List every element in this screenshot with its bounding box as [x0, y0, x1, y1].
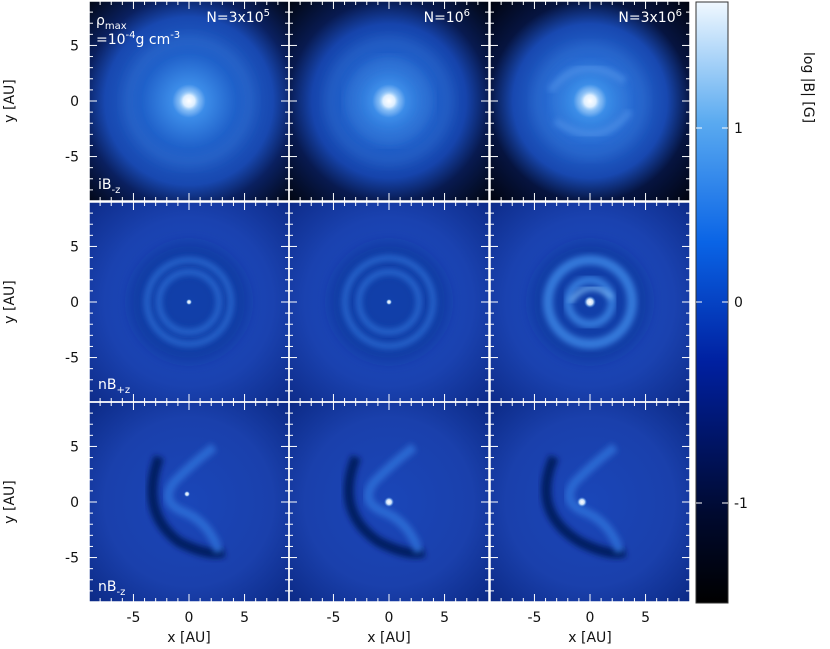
ring-structure — [564, 276, 616, 328]
bright-core — [386, 299, 392, 305]
y-tick-label: -5 — [65, 351, 79, 367]
dark-arm — [541, 455, 627, 559]
x-axis-title: x [AU] — [167, 630, 210, 646]
y-tick-label: -5 — [65, 150, 79, 166]
resolution-label-col1: N=3x105 — [206, 8, 270, 26]
x-tick-label: 5 — [641, 610, 650, 626]
bright-core — [184, 491, 190, 497]
panel-nbz-col1 — [89, 402, 289, 602]
bright-core — [377, 89, 401, 113]
x-tick-label: 0 — [385, 610, 394, 626]
ring-structure — [144, 257, 234, 347]
panel-nbz-col1 — [89, 202, 289, 402]
x-tick-label: -5 — [326, 610, 340, 626]
panel-nbz-col2 — [289, 202, 489, 402]
bright-arm — [163, 443, 224, 554]
bright-core — [177, 89, 201, 113]
x-tick-label: 5 — [240, 610, 249, 626]
y-tick-label: 0 — [70, 295, 79, 311]
y-tick-label: 5 — [70, 239, 79, 255]
y-axis-title: y [AU] — [2, 480, 18, 523]
ring-structure — [327, 39, 451, 163]
y-tick-label: 0 — [70, 495, 79, 511]
spiral-arm — [547, 64, 627, 94]
x-tick-label: 5 — [440, 610, 449, 626]
colorbar-tick-label-minus1: -1 — [734, 496, 748, 512]
ring-structure — [356, 269, 422, 335]
bright-core — [578, 89, 602, 113]
bright-core — [577, 497, 587, 507]
spiral-arm — [553, 108, 633, 138]
x-axis-title: x [AU] — [568, 630, 611, 646]
resolution-label-col3: N=3x106 — [618, 8, 682, 26]
ring-structure — [125, 37, 253, 165]
y-axis-title: y [AU] — [2, 79, 18, 122]
resolution-label-col2: N=106 — [424, 8, 470, 26]
axis-labels: 5 0 -5 y [AU] 5 0 -5 y [AU] 5 0 -5 y [AU] -5 0 5 x [AU]… — [2, 38, 650, 646]
rho-max-label: ρmax — [96, 13, 127, 32]
colorbar: 1 0 -1 log |B| [G] — [695, 1, 816, 604]
x-tick-label: 0 — [586, 610, 595, 626]
panel-ibz-col1 — [89, 1, 289, 201]
panel-background — [89, 402, 289, 602]
colorbar-tick-label-1: 1 — [734, 121, 743, 137]
x-axis-title: x [AU] — [367, 630, 410, 646]
y-tick-label: 5 — [70, 38, 79, 54]
x-tick-label: 0 — [185, 610, 194, 626]
bright-arm — [363, 443, 424, 554]
y-tick-label: 5 — [70, 439, 79, 455]
spiral-arm — [568, 286, 614, 304]
row-label-ib-minus-z: iB-z — [98, 177, 120, 196]
colorbar-title: log |B| [G] — [800, 52, 816, 123]
axis-ticks — [89, 1, 690, 602]
dark-arm — [343, 455, 426, 559]
bright-core — [584, 296, 596, 308]
ring-structure — [345, 57, 433, 145]
row-label-nb-minus-z: nB-z — [98, 579, 125, 598]
ring-structure — [342, 255, 436, 349]
ring-structure — [543, 255, 637, 349]
colorbar-tick-label-0: 0 — [734, 295, 743, 311]
panel-nbz-col2 — [289, 402, 489, 602]
image-panels — [89, 1, 690, 602]
panel-ibz-col2 — [289, 1, 489, 201]
y-tick-label: 0 — [70, 94, 79, 110]
bright-core — [186, 299, 192, 305]
ring-structure — [156, 269, 222, 335]
panel-nbz-col3 — [490, 202, 690, 402]
y-axis-title: y [AU] — [2, 280, 18, 323]
y-tick-label: -5 — [65, 551, 79, 567]
ring-structure — [534, 45, 646, 157]
panel-nbz-col3 — [490, 402, 690, 602]
rho-max-value: =10-4g cm-3 — [96, 30, 180, 48]
dark-arm — [147, 455, 226, 559]
panel-ibz-col3 — [490, 1, 690, 201]
bright-core — [384, 497, 394, 507]
bright-arm — [564, 443, 625, 554]
panel-background — [490, 402, 690, 602]
row-label-nb-plus-z: nB+z — [98, 377, 130, 396]
x-tick-label: -5 — [527, 610, 541, 626]
x-tick-label: -5 — [126, 610, 140, 626]
